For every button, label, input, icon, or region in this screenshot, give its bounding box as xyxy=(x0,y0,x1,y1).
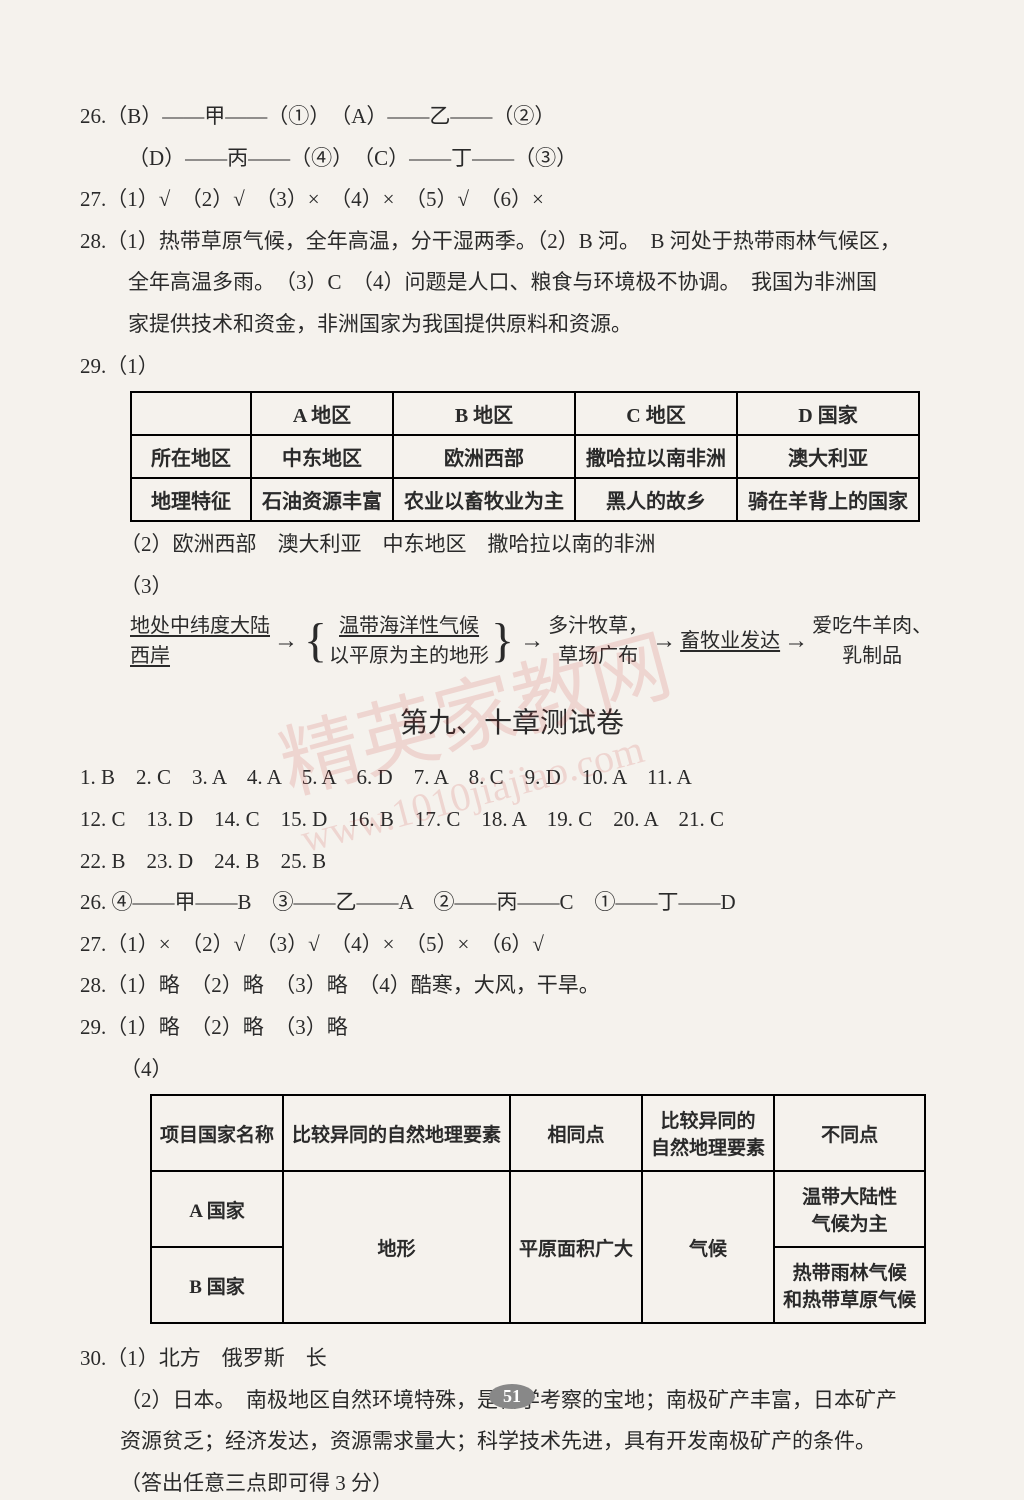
flow-item5-bottom: 乳制品 xyxy=(812,641,932,671)
table-cell xyxy=(131,392,251,435)
arrow-icon: → xyxy=(274,628,298,655)
table-cell: A 国家 xyxy=(151,1171,283,1247)
q26b: 26. ④——甲——B ③——乙——A ②——丙——C ①——丁——D xyxy=(80,886,944,920)
flow-diagram: 地处中纬度大陆 西岸 → { 温带海洋性气候 以平原为主的地形 } → 多汁牧草… xyxy=(130,611,944,671)
q28b: 28.（1）略 （2）略 （3）略 （4）酷寒，大风，干旱。 xyxy=(80,969,944,1003)
answers-row2: 12. C 13. D 14. C 15. D 16. B 17. C 18. … xyxy=(80,803,944,837)
q29-3: （3） xyxy=(80,570,944,604)
brace-icon: } xyxy=(491,622,514,660)
flow-item4: 畜牧业发达 xyxy=(680,626,780,656)
table-cell: B 国家 xyxy=(151,1247,283,1323)
table-cell: 农业以畜牧业为主 xyxy=(393,478,575,521)
table-cell: 比较异同的 自然地理要素 xyxy=(642,1095,774,1171)
q30-line1: 30.（1）北方 俄罗斯 长 xyxy=(80,1342,944,1376)
table-row: 地理特征 石油资源丰富 农业以畜牧业为主 黑人的故乡 骑在羊背上的国家 xyxy=(131,478,919,521)
table-cell: 热带雨林气候 和热带草原气候 xyxy=(774,1247,925,1323)
q29b-4: （4） xyxy=(80,1053,944,1087)
table-countries: 项目国家名称 比较异同的自然地理要素 相同点 比较异同的 自然地理要素 不同点 … xyxy=(150,1094,926,1324)
table-row: 所在地区 中东地区 欧洲西部 撒哈拉以南非洲 澳大利亚 xyxy=(131,435,919,478)
arrow-icon: → xyxy=(652,628,676,655)
table-cell: 不同点 xyxy=(774,1095,925,1171)
q29-2: （2）欧洲西部 澳大利亚 中东地区 撒哈拉以南的非洲 xyxy=(80,528,944,562)
table-cell: 地形 xyxy=(283,1171,510,1323)
arrow-icon: → xyxy=(784,628,808,655)
table-cell: B 地区 xyxy=(393,392,575,435)
q28-line3: 家提供技术和资金，非洲国家为我国提供原料和资源。 xyxy=(80,308,944,342)
table-cell: 气候 xyxy=(642,1171,774,1323)
flow-item5-top: 爱吃牛羊肉、 xyxy=(812,611,932,641)
q26-line1: 26.（B）——甲——（①） （A）——乙——（②） xyxy=(80,100,944,134)
q30-line3: 资源贫乏；经济发达，资源需求量大；科学技术先进，具有开发南极矿产的条件。 xyxy=(80,1425,944,1459)
table-cell: C 地区 xyxy=(575,392,737,435)
table-cell: 骑在羊背上的国家 xyxy=(737,478,919,521)
page-number: 51 xyxy=(489,1383,535,1409)
table-cell: 石油资源丰富 xyxy=(251,478,393,521)
table-cell: 黑人的故乡 xyxy=(575,478,737,521)
table-cell: 中东地区 xyxy=(251,435,393,478)
q28-line2: 全年高温多雨。 （3）C （4）问题是人口、粮食与环境极不协调。 我国为非洲国 xyxy=(80,266,944,300)
table-cell: A 地区 xyxy=(251,392,393,435)
table-cell: 撒哈拉以南非洲 xyxy=(575,435,737,478)
table-cell: 项目国家名称 xyxy=(151,1095,283,1171)
answers-row3: 22. B 23. D 24. B 25. B xyxy=(80,845,944,879)
flow-item2-top: 温带海洋性气候 xyxy=(329,611,489,641)
q29-1: 29.（1） xyxy=(80,350,944,384)
flow-item1-top: 地处中纬度大陆 xyxy=(130,611,270,641)
table-row: 项目国家名称 比较异同的自然地理要素 相同点 比较异同的 自然地理要素 不同点 xyxy=(151,1095,925,1171)
table-cell: 所在地区 xyxy=(131,435,251,478)
flow-item2-bottom: 以平原为主的地形 xyxy=(329,641,489,671)
table-cell: 平原面积广大 xyxy=(510,1171,642,1323)
brace-icon: { xyxy=(304,622,327,660)
table-cell: 比较异同的自然地理要素 xyxy=(283,1095,510,1171)
table-row: A 地区 B 地区 C 地区 D 国家 xyxy=(131,392,919,435)
table-cell: 温带大陆性 气候为主 xyxy=(774,1171,925,1247)
table-cell: 地理特征 xyxy=(131,478,251,521)
table-cell: 欧洲西部 xyxy=(393,435,575,478)
table-cell: 澳大利亚 xyxy=(737,435,919,478)
q26-line2: （D）——丙——（④） （C）——丁——（③） xyxy=(80,142,944,176)
table-row: A 国家 地形 平原面积广大 气候 温带大陆性 气候为主 xyxy=(151,1171,925,1247)
arrow-icon: → xyxy=(520,628,544,655)
flow-item3-top: 多汁牧草， xyxy=(548,611,648,641)
answers-row1: 1. B 2. C 3. A 4. A 5. A 6. D 7. A 8. C … xyxy=(80,761,944,795)
q27: 27.（1）√ （2）√ （3）× （4）× （5）√ （6）× xyxy=(80,183,944,217)
q28-line1: 28.（1）热带草原气候，全年高温，分干湿两季。（2）B 河。 B 河处于热带雨… xyxy=(80,225,944,259)
table-cell: D 国家 xyxy=(737,392,919,435)
q27b: 27.（1）× （2）√ （3）√ （4）× （5）× （6）√ xyxy=(80,928,944,962)
q29b: 29.（1）略 （2）略 （3）略 xyxy=(80,1011,944,1045)
flow-item3-bottom: 草场广布 xyxy=(548,641,648,671)
section-title: 第九、十章测试卷 xyxy=(80,701,944,741)
table-cell: 相同点 xyxy=(510,1095,642,1171)
table-regions: A 地区 B 地区 C 地区 D 国家 所在地区 中东地区 欧洲西部 撒哈拉以南… xyxy=(130,391,920,522)
flow-item1-bottom: 西岸 xyxy=(130,641,270,671)
q30-line4: （答出任意三点即可得 3 分） xyxy=(80,1467,944,1500)
